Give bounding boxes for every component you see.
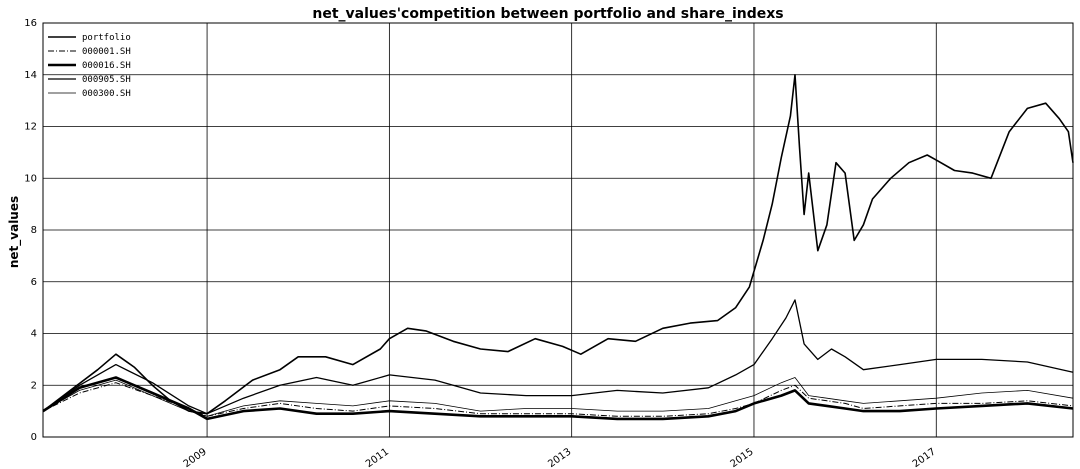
legend-label: 000905.SH — [82, 75, 131, 85]
y-tick-labels: 0 2 4 6 8 10 12 14 16 — [24, 18, 37, 443]
y-tick-label: 12 — [24, 122, 37, 133]
x-tick-label: 2017 — [911, 446, 938, 469]
series-line-000016-sh — [42, 376, 1074, 421]
series-line-000001-sh — [42, 382, 1074, 417]
series-line-portfolio — [42, 74, 1074, 415]
y-tick-label: 16 — [24, 18, 37, 29]
legend-label: 000016.SH — [82, 61, 131, 71]
series-line-000300-sh — [42, 377, 1074, 417]
x-tick-labels: 2009 2011 2013 2015 2017 — [182, 446, 938, 469]
y-tick-label: 8 — [31, 225, 37, 236]
y-tick-label: 4 — [31, 329, 37, 340]
legend-label: 000001.SH — [82, 47, 131, 57]
series-line-000905-sh — [42, 299, 1074, 415]
series-lines — [42, 74, 1074, 421]
legend: portfolio 000001.SH 000016.SH 000905.SH 0003… — [48, 33, 131, 99]
legend-label: 000300.SH — [82, 89, 131, 99]
y-axis-label: net_values — [7, 196, 22, 268]
y-tick-label: 2 — [31, 380, 37, 391]
y-tick-label: 10 — [24, 173, 37, 184]
x-tick-label: 2015 — [729, 446, 756, 469]
x-tick-label: 2011 — [364, 446, 391, 469]
y-tick-label: 0 — [31, 432, 37, 443]
plot-frame — [42, 22, 1074, 438]
x-tick-label: 2013 — [546, 446, 573, 469]
legend-label: portfolio — [82, 33, 131, 43]
chart-title: net_values'competition between portfolio… — [312, 6, 783, 22]
y-tick-label: 14 — [24, 70, 37, 81]
y-tick-label: 6 — [31, 277, 37, 288]
grid — [43, 23, 1073, 437]
x-tick-label: 2009 — [182, 446, 209, 469]
